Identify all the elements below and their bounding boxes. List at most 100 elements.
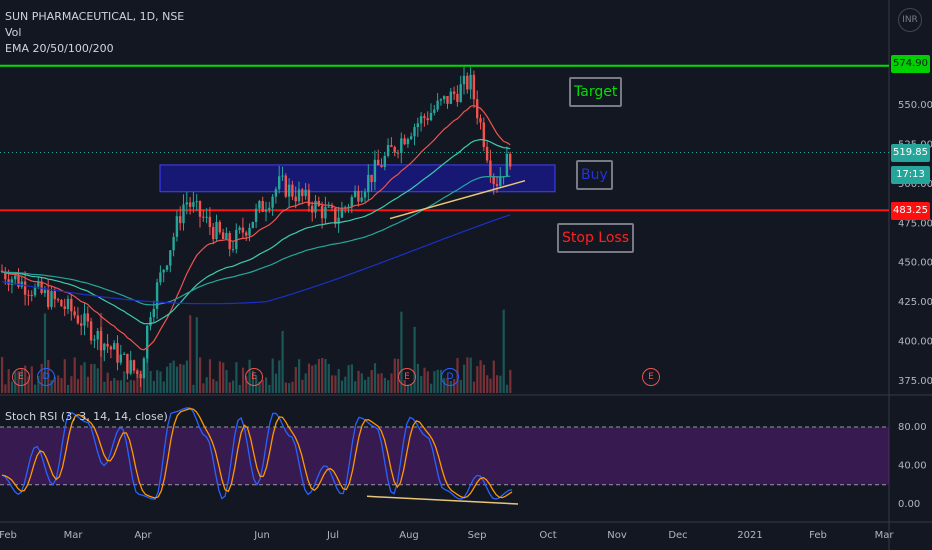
- candle-body: [159, 272, 162, 283]
- volume-bar: [175, 366, 179, 393]
- candle-body: [307, 189, 311, 206]
- price-tick-label: 450.00: [898, 258, 932, 269]
- volume-bar: [479, 360, 482, 393]
- candle-body: [287, 184, 291, 197]
- candle-body: [400, 138, 403, 153]
- candle-body: [126, 353, 129, 374]
- volume-bar: [284, 382, 287, 393]
- volume-bar: [406, 384, 410, 393]
- chart-title: SUN PHARMACEUTICAL, 1D, NSE: [5, 10, 185, 23]
- candle-body: [396, 152, 400, 154]
- volume-bar: [129, 380, 132, 393]
- volume-bar: [271, 358, 274, 393]
- dividend-event-marker[interactable]: D: [441, 368, 459, 386]
- volume-bar: [241, 367, 245, 393]
- time-tick-label: Nov: [607, 530, 627, 541]
- volume-bar: [509, 369, 512, 393]
- candle-body: [456, 93, 459, 102]
- volume-bar: [195, 317, 198, 393]
- candle-body: [53, 291, 56, 300]
- buy-zone-rect: [159, 164, 556, 193]
- candle-body: [60, 299, 63, 307]
- candle-body: [23, 281, 27, 295]
- volume-bar: [420, 376, 423, 393]
- stop-loss-annotation[interactable]: Stop Loss: [557, 223, 634, 253]
- volume-bar: [370, 369, 373, 393]
- candle-body: [192, 202, 195, 207]
- volume-bar: [90, 363, 93, 393]
- volume-bar: [430, 383, 433, 393]
- ema-100-line: [1, 175, 511, 306]
- candle-body: [0, 270, 4, 272]
- candle-body: [198, 201, 202, 217]
- time-tick-label: Feb: [809, 530, 827, 541]
- volume-bar: [472, 381, 476, 393]
- price-tick-label: 400.00: [898, 337, 932, 348]
- candle-body: [419, 116, 423, 124]
- volume-bar: [113, 377, 116, 393]
- volume-bar: [426, 371, 429, 393]
- volume-bar: [70, 376, 73, 393]
- volume-bar: [439, 369, 443, 393]
- dividend-event-marker[interactable]: D: [37, 368, 55, 386]
- candle-body: [70, 298, 73, 312]
- time-tick-label: Apr: [134, 530, 152, 541]
- candle-body: [386, 144, 390, 156]
- volume-bar: [53, 376, 56, 393]
- volume-bar: [393, 358, 396, 393]
- candle-body: [314, 200, 317, 213]
- volume-bar: [291, 381, 294, 393]
- volume-bar: [311, 365, 314, 393]
- time-tick-label: Feb: [0, 530, 17, 541]
- candle-body: [294, 196, 297, 202]
- volume-bar: [463, 364, 466, 393]
- candle-body: [301, 189, 304, 197]
- volume-bar: [7, 369, 10, 393]
- candle-body: [271, 196, 274, 208]
- volume-bar: [261, 379, 264, 393]
- candle-body: [83, 313, 86, 326]
- volume-bar: [10, 381, 14, 393]
- volume-bar: [410, 384, 413, 393]
- candle-body: [30, 294, 33, 296]
- candle-body: [241, 227, 245, 233]
- candle-body: [258, 201, 261, 209]
- candle-body: [360, 197, 363, 202]
- volume-bar: [403, 380, 406, 393]
- candle-body: [185, 202, 188, 205]
- candle-body: [334, 208, 337, 224]
- volume-bar: [133, 380, 136, 393]
- target-annotation[interactable]: Target: [569, 77, 623, 107]
- volume-bar: [123, 371, 126, 393]
- volume-bar: [265, 377, 268, 393]
- ema-legend: EMA 20/50/100/200: [5, 42, 114, 55]
- currency-badge[interactable]: INR: [898, 8, 922, 32]
- volume-bar: [453, 379, 456, 393]
- volume-bar: [182, 364, 185, 393]
- candle-body: [208, 216, 212, 228]
- earnings-event-marker[interactable]: E: [642, 368, 660, 386]
- volume-bar: [162, 381, 165, 393]
- earnings-event-marker[interactable]: E: [12, 368, 30, 386]
- volume-bar: [436, 369, 439, 393]
- stoch-tick-label: 0.00: [898, 499, 920, 510]
- volume-bar: [4, 384, 7, 393]
- earnings-event-marker[interactable]: E: [398, 368, 416, 386]
- candle-body: [132, 360, 136, 371]
- earnings-event-marker[interactable]: E: [245, 368, 263, 386]
- time-tick-label: Aug: [399, 530, 419, 541]
- volume-bar: [103, 381, 106, 393]
- price-tick-label: 475.00: [898, 218, 932, 229]
- candle-body: [116, 343, 119, 363]
- candle-body: [274, 189, 278, 197]
- candle-body: [489, 160, 492, 176]
- volume-bar: [126, 382, 129, 393]
- volume-bar: [149, 370, 152, 393]
- candle-body: [169, 250, 172, 266]
- volume-bar: [215, 381, 218, 393]
- volume-bar: [172, 360, 175, 393]
- volume-bar: [443, 378, 446, 393]
- volume-bar: [492, 360, 495, 393]
- buy-annotation[interactable]: Buy: [576, 160, 613, 190]
